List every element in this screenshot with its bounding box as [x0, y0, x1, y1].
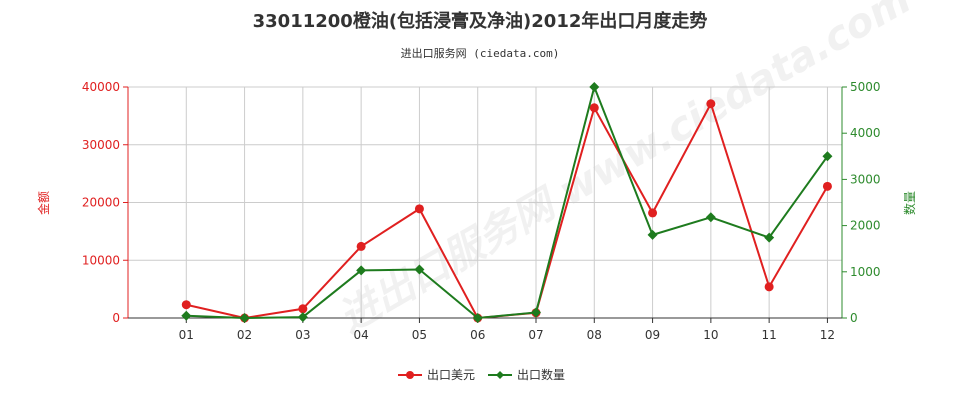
legend-series-1-marker — [406, 371, 414, 379]
series-1-point — [414, 204, 424, 214]
series-2-point — [472, 313, 483, 323]
y-right-tick-label: 0 — [850, 311, 858, 325]
y-left-tick-label: 0 — [112, 311, 120, 325]
x-tick-label: 03 — [295, 328, 310, 342]
series-1-point — [356, 241, 366, 251]
y-right-tick-label: 5000 — [850, 80, 881, 94]
legend-series-2-label: 出口数量 — [517, 367, 565, 382]
x-tick-label: 06 — [470, 328, 485, 342]
series-1-point — [706, 99, 716, 109]
series-2-point — [822, 151, 833, 162]
grid-layer — [128, 86, 842, 319]
y-right-tick-label: 3000 — [850, 172, 881, 186]
y-right-tick-label: 4000 — [850, 126, 881, 140]
y-left-tick-label: 10000 — [82, 253, 120, 267]
chart-subtitle: 进出口服务网 (ciedata.com) — [401, 46, 560, 60]
series-1-point — [764, 282, 774, 292]
x-tick-label: 12 — [820, 328, 835, 342]
x-tick-label: 10 — [703, 328, 718, 342]
x-tick-label: 05 — [412, 328, 427, 342]
legend: 出口美元 出口数量 — [398, 367, 565, 382]
series-2-point — [356, 265, 367, 276]
x-tick-label: 07 — [528, 328, 543, 342]
series-2-point — [531, 307, 541, 318]
legend-series-2-marker — [496, 371, 504, 379]
legend-series-1-label: 出口美元 — [427, 368, 475, 382]
series-2-line — [186, 83, 829, 320]
y-left-tick-label: 40000 — [82, 80, 120, 94]
x-tick-label: 09 — [645, 328, 660, 342]
series-2-point — [297, 312, 308, 323]
chart-title: 33011200橙油(包括浸膏及净油)2012年出口月度走势 — [253, 10, 708, 32]
series-2-point — [647, 229, 658, 240]
x-tick-label: 01 — [179, 328, 194, 342]
y-right-tick-label: 2000 — [850, 219, 881, 233]
x-tick-label: 02 — [237, 328, 252, 342]
series-2-point — [239, 313, 250, 323]
series-2-point — [414, 264, 425, 275]
y-left-tick-label: 20000 — [82, 196, 120, 210]
series-2-point — [589, 82, 600, 92]
series-1-point — [648, 208, 658, 218]
x-tick-label: 08 — [587, 328, 602, 342]
x-tick-label: 04 — [354, 328, 369, 342]
y-axis-right-label: 数量 — [902, 191, 917, 215]
series-1-point — [589, 103, 599, 113]
series-1-point — [298, 304, 308, 314]
y-left-tick-label: 30000 — [82, 138, 120, 152]
series-1-point — [181, 300, 191, 310]
series-1-point — [822, 181, 832, 191]
x-tick-label: 11 — [762, 328, 777, 342]
series-2-point — [705, 212, 716, 223]
y-axis-left-label: 金额 — [36, 191, 51, 215]
series-2-point — [181, 310, 192, 321]
y-right-tick-label: 1000 — [850, 265, 881, 279]
series-2-point — [764, 232, 775, 243]
series-layer — [181, 82, 833, 323]
